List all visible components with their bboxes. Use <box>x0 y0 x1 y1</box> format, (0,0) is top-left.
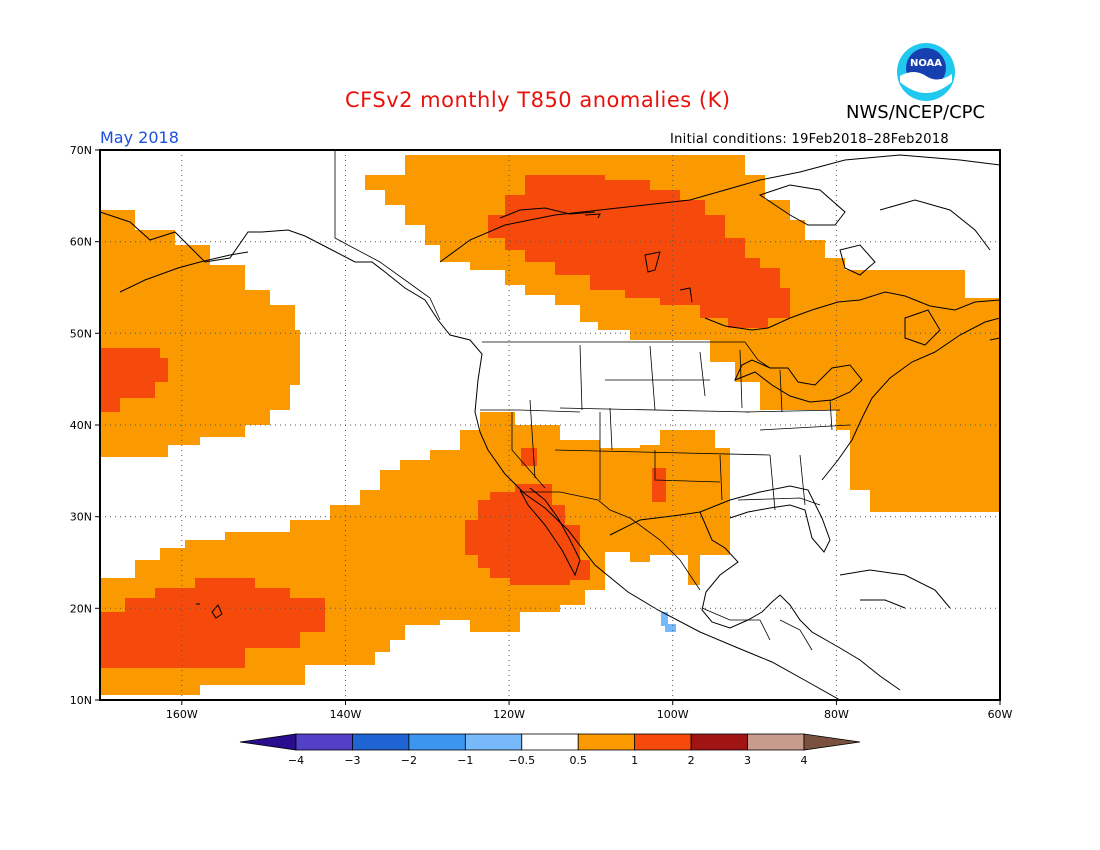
anomaly-region-lightblue-mexico <box>661 612 676 632</box>
colorbar-swatch <box>352 733 410 751</box>
colorbar-tick-label: 1 <box>631 754 638 767</box>
lat-label: 10N <box>70 694 92 707</box>
colorbar-swatch <box>408 733 466 751</box>
colorbar-swatch <box>577 733 636 751</box>
colorbar-swatch <box>295 733 353 751</box>
lon-label: 120W <box>493 708 525 721</box>
lat-label: 60N <box>70 236 92 249</box>
colorbar-tick-label: −0.5 <box>508 754 535 767</box>
colorbar-tick-label: −2 <box>401 754 417 767</box>
colorbar-tick-label: −3 <box>344 754 360 767</box>
colorbar-tick-label: 2 <box>688 754 695 767</box>
anomaly-field <box>100 150 1000 700</box>
lon-label: 60W <box>988 708 1013 721</box>
colorbar-tick-label: 0.5 <box>569 754 587 767</box>
colorbar-tick-label: −4 <box>288 754 304 767</box>
colorbar-tick-label: −1 <box>457 754 473 767</box>
political-borders <box>334 150 851 651</box>
anomaly-region-red-baja <box>465 484 590 585</box>
noaa-logo-text: NOAA <box>910 58 942 69</box>
lat-label: 40N <box>70 419 92 432</box>
colorbar-arrow-low <box>239 733 297 751</box>
colorbar-swatch <box>690 733 748 751</box>
colorbar-swatch <box>464 733 523 751</box>
colorbar-swatch <box>521 733 579 751</box>
lon-label: 100W <box>657 708 689 721</box>
anomaly-region-red-texas <box>652 468 666 502</box>
initial-conditions: Initial conditions: 19Feb2018–28Feb2018 <box>670 132 949 147</box>
valid-month: May 2018 <box>100 128 179 147</box>
lon-label: 160W <box>166 708 198 721</box>
lat-label: 70N <box>70 144 92 157</box>
colorbar-swatch <box>747 733 805 751</box>
lat-label: 30N <box>70 511 92 524</box>
colorbar-arrow-high <box>803 733 861 751</box>
anomaly-region-red-pacific-45n <box>100 348 168 412</box>
anomaly-region-red-canada <box>488 175 790 328</box>
noaa-logo: NOAA <box>897 43 955 101</box>
colorbar-tick-label: 4 <box>801 754 808 767</box>
coastlines <box>100 154 1000 700</box>
anomaly-region-red-hawaii <box>100 578 325 668</box>
agency-label: NWS/NCEP/CPC <box>846 102 986 123</box>
graticule <box>100 150 1000 700</box>
lat-label: 50N <box>70 327 92 340</box>
axis-ticks <box>95 149 1001 705</box>
map-title: CFSv2 monthly T850 anomalies (K) <box>345 88 731 112</box>
colorbar: −4 −3 −2 −1 −0.5 0.5 1 2 3 4 <box>239 733 861 767</box>
lon-label: 80W <box>824 708 849 721</box>
lat-label: 20N <box>70 602 92 615</box>
colorbar-tick-label: 3 <box>744 754 751 767</box>
colorbar-swatch <box>634 733 692 751</box>
lon-label: 140W <box>330 708 362 721</box>
